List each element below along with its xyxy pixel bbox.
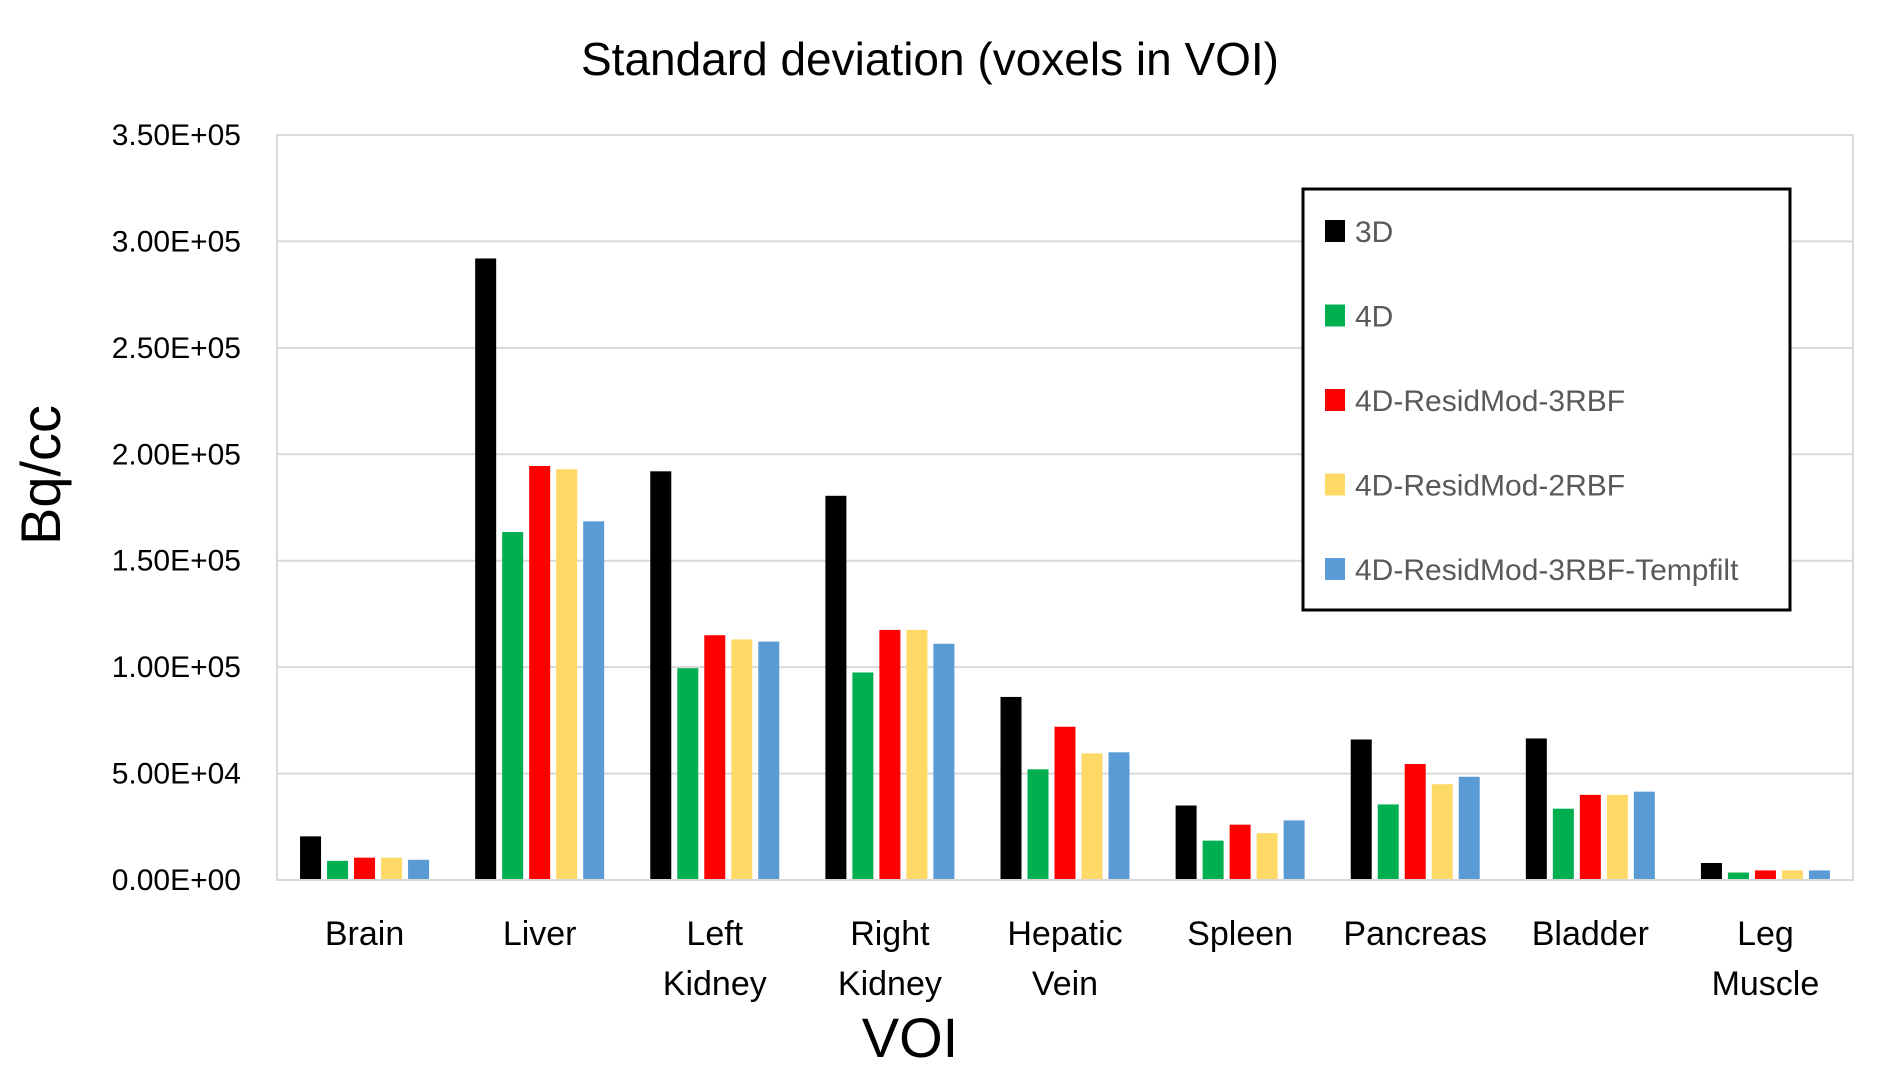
- x-tick-label: Leg Muscle: [1712, 915, 1820, 1003]
- legend-label: 4D: [1355, 301, 1393, 334]
- bar: [650, 471, 672, 880]
- bar: [1256, 833, 1278, 880]
- bar: [1727, 872, 1749, 880]
- bar: [1202, 840, 1224, 880]
- y-tick-label: 2.00E+05: [112, 438, 241, 471]
- bar: [1054, 726, 1076, 880]
- bar: [879, 629, 901, 880]
- x-tick-label: Right Kidney: [838, 915, 942, 1003]
- legend-swatch: [1325, 473, 1345, 496]
- legend-label: 3D: [1355, 216, 1393, 249]
- y-tick-label: 2.50E+05: [112, 332, 241, 365]
- bar: [1431, 784, 1453, 880]
- x-tick-label: Pancreas: [1343, 915, 1487, 953]
- x-tick-line: Vein: [1032, 965, 1098, 1003]
- bars: [277, 258, 1853, 881]
- bar: [1700, 862, 1722, 880]
- x-tick-label: Left Kidney: [663, 915, 767, 1003]
- legend-swatch: [1325, 304, 1345, 327]
- bar: [1404, 763, 1426, 880]
- x-tick-line: Right: [850, 915, 930, 953]
- bar: [529, 465, 551, 880]
- y-tick-label: 5.00E+04: [112, 758, 241, 791]
- legend-box: [1301, 187, 1792, 612]
- bar: [1606, 794, 1628, 880]
- bar: [381, 857, 403, 880]
- bar: [933, 643, 955, 880]
- chart-title: Standard deviation (voxels in VOI): [581, 33, 1279, 85]
- bar: [583, 521, 605, 880]
- bar: [1525, 738, 1547, 880]
- bar: [906, 629, 928, 880]
- bar: [758, 641, 780, 880]
- bar: [1808, 870, 1830, 880]
- legend-swatch: [1325, 558, 1345, 580]
- y-axis-title: Bq/cc: [9, 405, 72, 545]
- x-tick-line: Leg: [1737, 915, 1794, 953]
- bar: [1754, 870, 1776, 880]
- legend-label: 4D-ResidMod-3RBF: [1355, 385, 1625, 418]
- x-tick-line: Kidney: [838, 965, 942, 1003]
- x-axis-title: VOI: [862, 1006, 958, 1069]
- bar: [556, 469, 578, 880]
- bar: [475, 258, 497, 880]
- bar: [327, 860, 349, 880]
- bar: [1000, 696, 1022, 880]
- bar: [1579, 794, 1601, 880]
- x-tick-label: Bladder: [1532, 915, 1649, 953]
- x-tick-line: Liver: [503, 915, 577, 953]
- x-tick-label: Liver: [503, 915, 577, 953]
- bar: [1377, 804, 1399, 880]
- x-axis-ticks: Brain Liver Left Kidney Right Kidney Hepatic Ve…: [325, 915, 1819, 1003]
- legend: 3D 4D 4D-ResidMod-3RBF 4D-ResidMod-2RBF 4D-R…: [1301, 187, 1792, 612]
- x-tick-line: Pancreas: [1343, 915, 1487, 953]
- bar: [354, 857, 376, 880]
- bar: [1108, 752, 1130, 880]
- legend-label: 4D-ResidMod-2RBF: [1355, 470, 1625, 503]
- legend-label: 4D-ResidMod-3RBF-Tempfilt: [1355, 554, 1739, 587]
- bar: [825, 495, 847, 880]
- bar: [1350, 739, 1372, 880]
- bar: [1781, 870, 1803, 880]
- x-tick-label: Brain: [325, 915, 404, 953]
- x-tick-line: Bladder: [1532, 915, 1649, 953]
- legend-swatch: [1325, 220, 1345, 242]
- bar: [1175, 805, 1197, 880]
- x-tick-label: Spleen: [1187, 915, 1293, 953]
- y-tick-label: 0.00E+00: [112, 864, 241, 897]
- y-tick-label: 1.00E+05: [112, 651, 241, 684]
- bar: [1027, 769, 1049, 880]
- bar: [1081, 753, 1103, 880]
- y-tick-label: 3.00E+05: [112, 225, 241, 258]
- bar: [852, 672, 874, 880]
- x-tick-line: Brain: [325, 915, 404, 953]
- x-tick-line: Kidney: [663, 965, 767, 1003]
- y-axis-ticks: 0.00E+00 5.00E+04 1.00E+05 1.50E+05 2.00E+05…: [112, 119, 241, 897]
- x-tick-line: Left: [686, 915, 743, 953]
- bar: [300, 836, 322, 880]
- bar: [1229, 824, 1251, 880]
- bar: [1552, 808, 1574, 880]
- bar: [408, 859, 430, 880]
- bar: [1458, 776, 1480, 880]
- x-tick-label: Hepatic Vein: [1007, 915, 1122, 1003]
- x-tick-line: Hepatic: [1007, 915, 1122, 953]
- bar: [1633, 791, 1655, 880]
- bar: [704, 635, 726, 880]
- y-tick-label: 3.50E+05: [112, 119, 241, 152]
- x-tick-line: Muscle: [1712, 965, 1820, 1003]
- bar: [1283, 820, 1305, 880]
- legend-swatch: [1325, 389, 1345, 411]
- x-tick-line: Spleen: [1187, 915, 1293, 953]
- bar: [502, 531, 524, 880]
- bar: [731, 639, 753, 880]
- bar: [677, 668, 699, 880]
- y-tick-label: 1.50E+05: [112, 545, 241, 578]
